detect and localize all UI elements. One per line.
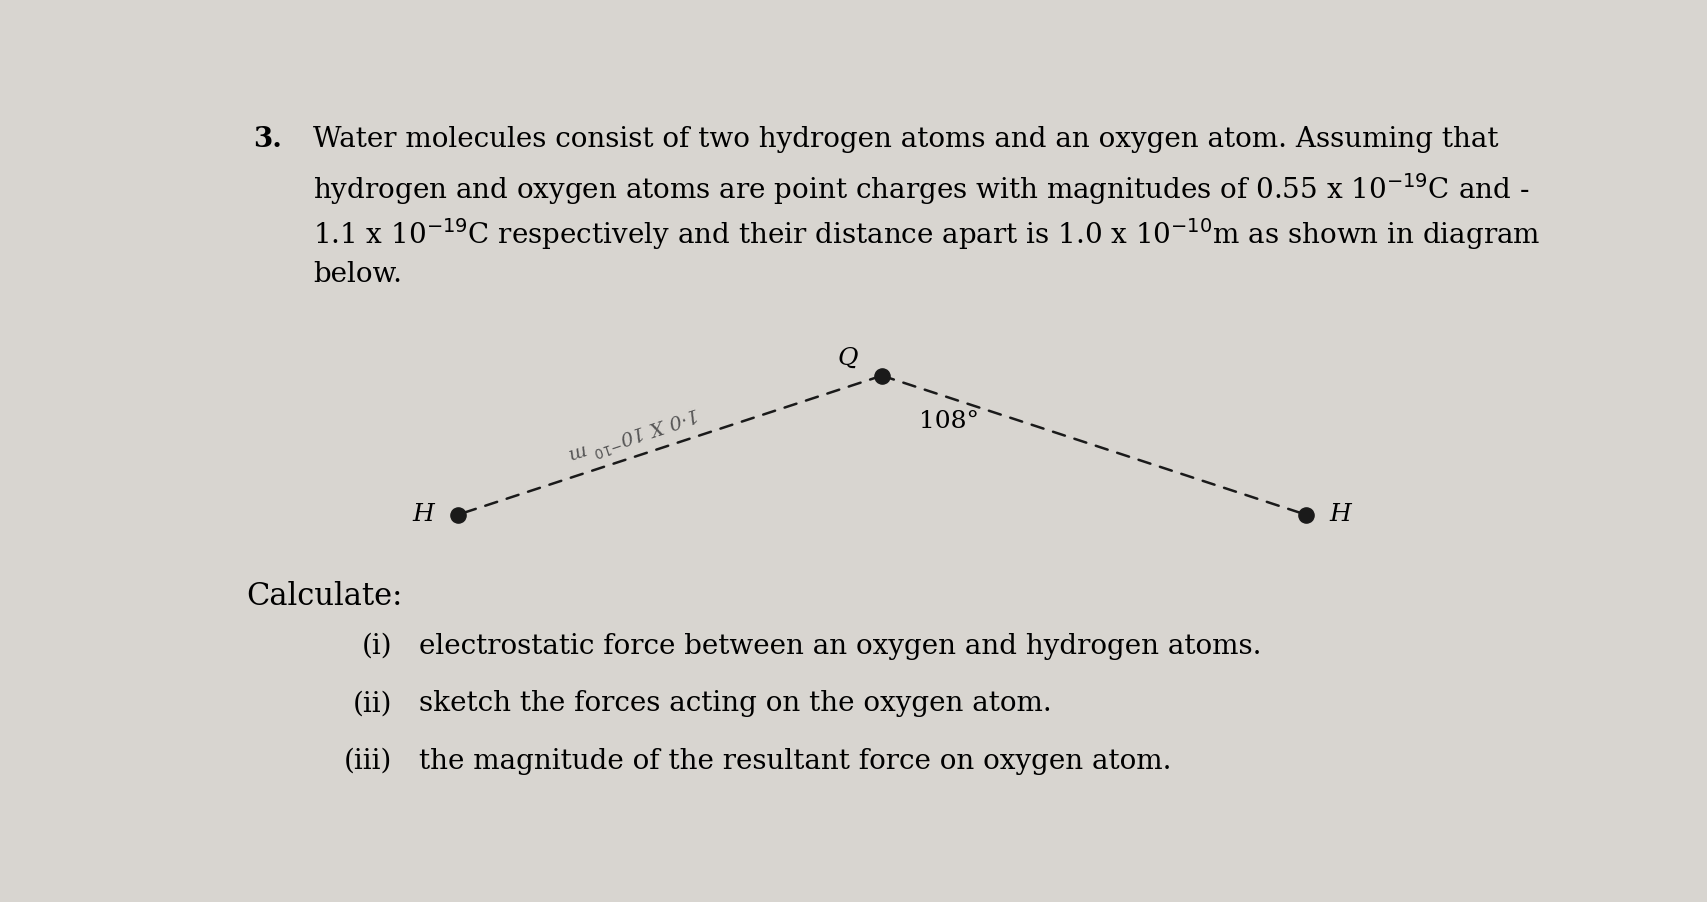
Text: (ii): (ii) <box>352 690 393 717</box>
Text: 108°: 108° <box>918 410 978 433</box>
Text: sketch the forces acting on the oxygen atom.: sketch the forces acting on the oxygen a… <box>418 690 1052 717</box>
Text: (i): (i) <box>362 632 393 659</box>
Text: H: H <box>1328 503 1350 526</box>
Text: 1.1 x 10$^{-19}$C respectively and their distance apart is 1.0 x 10$^{-10}$m as : 1.1 x 10$^{-19}$C respectively and their… <box>312 216 1540 252</box>
Text: 1$\cdot$0 X 10$^{-10}$ m: 1$\cdot$0 X 10$^{-10}$ m <box>565 403 702 466</box>
Text: electrostatic force between an oxygen and hydrogen atoms.: electrostatic force between an oxygen an… <box>418 632 1260 659</box>
Text: Q: Q <box>836 347 857 370</box>
Text: 3.: 3. <box>253 125 282 152</box>
Text: below.: below. <box>312 261 401 288</box>
Text: the magnitude of the resultant force on oxygen atom.: the magnitude of the resultant force on … <box>418 748 1171 775</box>
Text: H: H <box>413 503 434 526</box>
Point <box>867 368 894 382</box>
Text: (iii): (iii) <box>343 748 393 775</box>
Text: hydrogen and oxygen atoms are point charges with magnitudes of 0.55 x 10$^{-19}$: hydrogen and oxygen atoms are point char… <box>312 170 1528 207</box>
Text: Calculate:: Calculate: <box>246 581 403 612</box>
Point <box>1290 507 1318 521</box>
Text: Water molecules consist of two hydrogen atoms and an oxygen atom. Assuming that: Water molecules consist of two hydrogen … <box>312 125 1497 152</box>
Point <box>444 507 471 521</box>
